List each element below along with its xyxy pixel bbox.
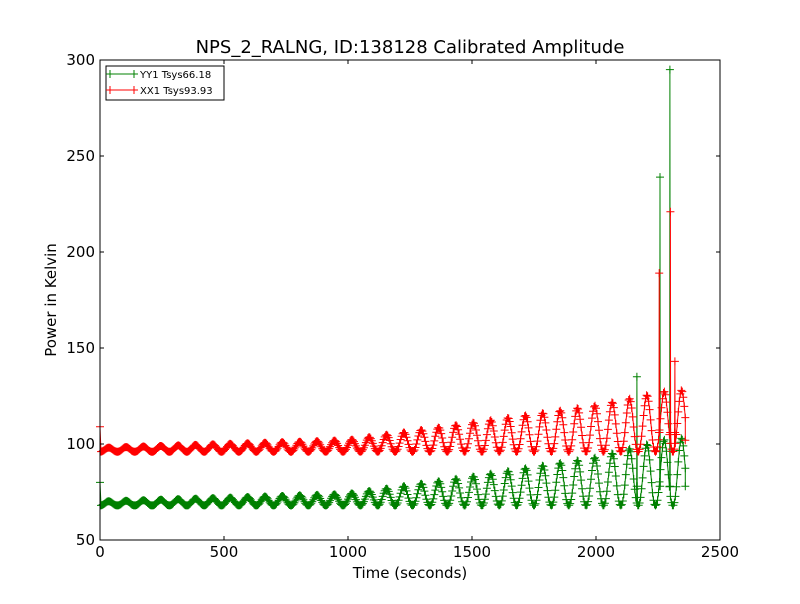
series-layer	[96, 65, 690, 510]
legend-marker-0b	[130, 70, 138, 78]
y-tick-label-4: 250	[66, 147, 95, 165]
ticks-layer: 0 500 1000 1500 2000 2500 50 100 150 200 250 300	[66, 51, 739, 561]
legend-marker-0a	[106, 70, 114, 78]
legend-label-0: YY1 Tsys66.18	[139, 70, 211, 81]
y-tick-label-2: 150	[66, 339, 95, 357]
x-tick-label-1: 500	[210, 543, 239, 561]
legend-label-1: XX1 Tsys93.93	[140, 86, 213, 97]
legend-marker-1b	[130, 86, 138, 94]
x-tick-label-2: 1000	[329, 543, 367, 561]
x-axis-label: Time (seconds)	[352, 564, 468, 582]
legend-entry-0: YY1 Tsys66.18	[106, 70, 211, 81]
chart-title: NPS_2_RALNG, ID:138128 Calibrated Amplit…	[196, 37, 625, 58]
x-tick-label-5: 2500	[701, 543, 739, 561]
legend-box	[105, 65, 225, 101]
y-axis-label: Power in Kelvin	[42, 243, 60, 357]
plot-frame	[99, 59, 721, 541]
legend-marker-1a	[106, 86, 114, 94]
y-tick-label-1: 100	[66, 435, 95, 453]
legend-entry-1: XX1 Tsys93.93	[106, 86, 213, 97]
x-tick-label-3: 1500	[453, 543, 491, 561]
x-tick-label-0: 0	[95, 543, 105, 561]
y-tick-label-0: 50	[76, 531, 95, 549]
y-tick-label-5: 300	[66, 51, 95, 69]
legend: YY1 Tsys66.18 XX1 Tsys93.93	[105, 65, 225, 101]
y-tick-label-3: 200	[66, 243, 95, 261]
x-tick-label-4: 2000	[577, 543, 615, 561]
